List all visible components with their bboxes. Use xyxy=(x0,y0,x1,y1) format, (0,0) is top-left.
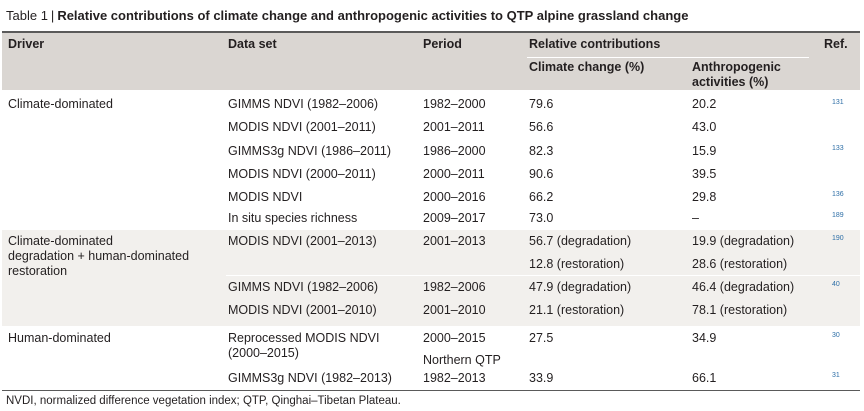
header-relative-contributions: Relative contributions xyxy=(529,37,661,51)
dataset-cell: GIMMS NDVI (1982–2006) xyxy=(228,97,379,111)
anthro-cell: 28.6 (restoration) xyxy=(692,257,788,271)
period-cell: 2000–2016 xyxy=(423,190,486,204)
group-background-2 xyxy=(2,230,860,326)
anthro-cell: 34.9 xyxy=(692,331,717,345)
period-cell: 1986–2000 xyxy=(423,144,486,158)
ref-link[interactable]: 40 xyxy=(832,281,840,288)
row-separator xyxy=(226,368,860,369)
anthro-cell: – xyxy=(692,211,699,225)
anthro-cell: 43.0 xyxy=(692,120,717,134)
anthro-cell: 39.5 xyxy=(692,167,717,181)
climate-cell: 56.7 (degradation) xyxy=(529,234,632,248)
anthro-cell: 19.9 (degradation) xyxy=(692,234,795,248)
table-header: Driver Data set Period Relative contribu… xyxy=(2,33,860,90)
climate-cell: 90.6 xyxy=(529,167,554,181)
period-cell: 1982–2000 xyxy=(423,97,486,111)
anthro-cell: 46.4 (degradation) xyxy=(692,280,795,294)
climate-cell: 79.6 xyxy=(529,97,554,111)
row-separator xyxy=(226,185,860,186)
climate-cell: 66.2 xyxy=(529,190,554,204)
dataset-cell: MODIS NDVI (2001–2013) xyxy=(228,234,377,248)
header-span-rule xyxy=(527,57,809,58)
dataset-cell: Reprocessed MODIS NDVI xyxy=(228,331,380,345)
header-dataset: Data set xyxy=(228,37,277,51)
driver-cell: Human-dominated xyxy=(8,331,111,345)
ref-link[interactable]: 133 xyxy=(832,145,844,152)
climate-cell: 82.3 xyxy=(529,144,554,158)
dataset-cell: MODIS NDVI (2000–2011) xyxy=(228,167,376,181)
header-driver: Driver xyxy=(8,37,45,51)
header-climate-change: Climate change (%) xyxy=(529,60,645,74)
ref-link[interactable]: 31 xyxy=(832,372,840,379)
driver-cell: degradation + human-dominated xyxy=(8,249,190,263)
row-separator xyxy=(226,140,860,141)
table-label: Table 1 xyxy=(6,8,48,23)
ref-link[interactable]: 30 xyxy=(832,332,840,339)
anthro-cell: 20.2 xyxy=(692,97,717,111)
ref-link[interactable]: 136 xyxy=(832,191,844,198)
dataset-cell: In situ species richness xyxy=(228,211,358,225)
period-cell: 1982–2013 xyxy=(423,371,486,385)
period-cell: 2000–2011 xyxy=(423,167,485,181)
dataset-cell: GIMMS NDVI (1982–2006) xyxy=(228,280,379,294)
climate-cell: 27.5 xyxy=(529,331,554,345)
table-title: Relative contributions of climate change… xyxy=(57,8,689,23)
climate-cell: 56.6 xyxy=(529,120,554,134)
period-cell: 2001–2013 xyxy=(423,234,486,248)
header-ref: Ref. xyxy=(824,37,848,51)
anthro-cell: 29.8 xyxy=(692,190,717,204)
anthro-cell: 78.1 (restoration) xyxy=(692,303,788,317)
climate-cell: 12.8 (restoration) xyxy=(529,257,625,271)
row-separator xyxy=(226,207,860,208)
ref-link[interactable]: 190 xyxy=(832,235,844,242)
row-separator xyxy=(226,275,860,276)
period-cell: 2001–2011 xyxy=(423,120,485,134)
dataset-cell: GIMMS3g NDVI (1986–2011) xyxy=(228,144,392,158)
ref-link[interactable]: 189 xyxy=(832,212,844,219)
dataset-cell-line2: (2000–2015) xyxy=(228,346,299,360)
climate-cell: 47.9 (degradation) xyxy=(529,280,632,294)
table-caption: Table 1 | Relative contributions of climat… xyxy=(6,8,688,24)
anthro-cell: 15.9 xyxy=(692,144,717,158)
anthro-cell: 66.1 xyxy=(692,371,717,385)
ref-link[interactable]: 131 xyxy=(832,99,844,106)
header-period: Period xyxy=(423,37,462,51)
period-cell: 1982–2006 xyxy=(423,280,486,294)
dataset-cell: MODIS NDVI (2001–2010) xyxy=(228,303,377,317)
period-note: Northern QTP xyxy=(423,353,501,367)
driver-cell: Climate-dominated xyxy=(8,97,113,111)
header-anthropogenic-line1: Anthropogenic xyxy=(692,60,781,74)
climate-cell: 21.1 (restoration) xyxy=(529,303,625,317)
header-anthropogenic: Anthropogenic activities (%) xyxy=(692,60,781,90)
climate-cell: 33.9 xyxy=(529,371,554,385)
dataset-cell: MODIS NDVI xyxy=(228,190,303,204)
header-anthropogenic-line2: activities (%) xyxy=(692,75,769,89)
dataset-cell: MODIS NDVI (2001–2011) xyxy=(228,120,376,134)
table-body: Climate-dominated GIMMS NDVI (1982–2006)… xyxy=(2,90,860,390)
period-cell: 2000–2015 xyxy=(423,331,486,345)
driver-cell: Climate-dominated xyxy=(8,234,113,248)
table-bottom-rule xyxy=(2,390,860,391)
period-cell: 2009–2017 xyxy=(423,211,486,225)
caption-separator: | xyxy=(50,8,55,23)
table-footnote: NVDI, normalized difference vegetation i… xyxy=(6,395,401,407)
period-cell: 2001–2010 xyxy=(423,303,486,317)
driver-cell: restoration xyxy=(8,264,68,278)
dataset-cell: GIMMS3g NDVI (1982–2013) xyxy=(228,371,392,385)
climate-cell: 73.0 xyxy=(529,211,554,225)
table-top-rule xyxy=(2,31,860,33)
